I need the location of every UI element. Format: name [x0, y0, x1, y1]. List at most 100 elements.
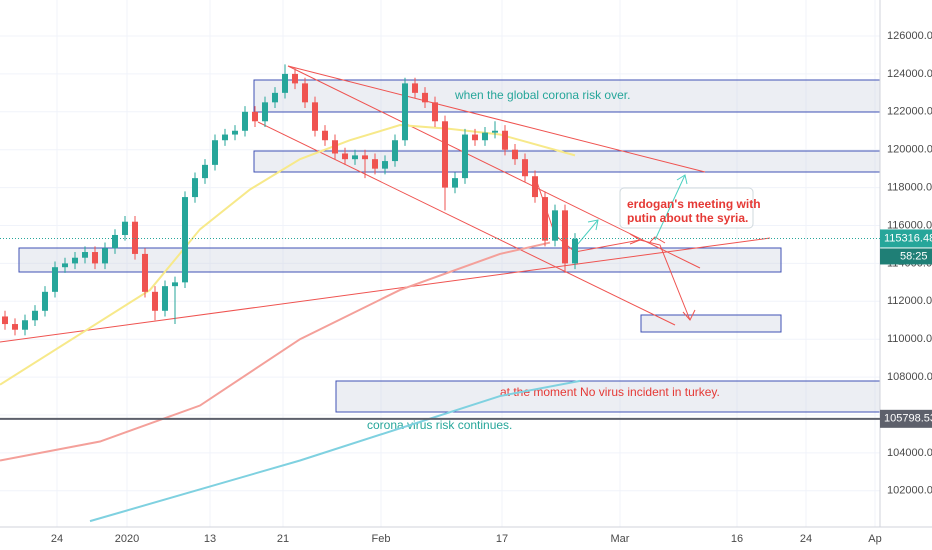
candle-body — [432, 102, 438, 122]
candle-body — [422, 92, 428, 103]
y-tick-label: 116000.00 — [887, 219, 932, 231]
candle-body — [382, 161, 388, 169]
moving-average — [89, 379, 581, 523]
candle-body — [252, 111, 258, 122]
y-tick-label: 104000.00 — [887, 447, 932, 459]
arrow-head — [682, 309, 696, 321]
arrow-head — [649, 236, 666, 244]
level-label: 105798.53 — [884, 413, 932, 425]
x-tick-label: 13 — [204, 533, 216, 545]
candle-body — [402, 83, 408, 141]
candle-body — [352, 155, 358, 160]
arrow-head — [676, 174, 688, 185]
price-label: 115316.48 — [884, 232, 932, 244]
candle-body — [302, 83, 308, 103]
y-tick-label: 110000.00 — [887, 333, 932, 345]
candle-body — [12, 324, 18, 330]
zone-box — [640, 314, 782, 333]
candle-body — [512, 149, 518, 160]
candle-body — [462, 134, 468, 179]
candle-body — [522, 159, 528, 177]
x-tick-label: Ap — [868, 533, 881, 545]
x-tick-label: 16 — [731, 533, 743, 545]
arrow — [654, 174, 686, 241]
candle-body — [482, 132, 488, 141]
y-tick-label: 122000.00 — [887, 106, 932, 118]
arrow-head — [629, 233, 642, 245]
candle-body — [442, 121, 448, 188]
countdown-label: 58:25 — [900, 250, 928, 262]
candle-body — [152, 291, 158, 311]
candle-body — [212, 140, 218, 165]
candle-body — [52, 267, 58, 292]
candle-body — [532, 176, 538, 198]
candle-body — [272, 92, 278, 103]
projection — [576, 174, 688, 246]
candle-body — [2, 316, 8, 325]
x-tick-label: 2020 — [115, 533, 139, 545]
candle-body — [232, 130, 238, 135]
annotation: at the moment No virus incident in turke… — [500, 385, 720, 399]
arrow-head — [587, 219, 599, 231]
drawings — [18, 79, 881, 413]
candle-body — [102, 248, 108, 264]
candle-body — [222, 134, 228, 141]
candle-body — [72, 257, 78, 264]
x-tick-label: 21 — [277, 533, 289, 545]
arrow — [576, 219, 599, 246]
candle-body — [452, 178, 458, 188]
annotation: putin about the syria. — [627, 211, 748, 225]
trendline — [0, 237, 771, 343]
candle-body — [552, 210, 558, 241]
trendline — [257, 121, 676, 326]
candle-body — [312, 102, 318, 131]
y-tick-label: 108000.00 — [887, 371, 932, 383]
annotation: corona virus risk continues. — [367, 418, 512, 432]
candle-body — [142, 253, 148, 292]
countdown-bg — [880, 248, 932, 265]
level-label-bg — [880, 409, 932, 428]
note-box — [619, 187, 754, 229]
candle-body — [202, 164, 208, 179]
candle-body — [332, 140, 338, 154]
y-tick-label: 124000.00 — [887, 68, 932, 80]
candle-body — [242, 111, 248, 131]
candle-body — [562, 210, 568, 264]
candle-body — [172, 282, 178, 287]
x-tick-label: 24 — [51, 533, 63, 545]
candle-body — [82, 252, 88, 258]
candle-body — [572, 238, 578, 264]
candle-body — [22, 320, 28, 330]
candle-body — [412, 83, 418, 93]
annotation: erdogan's meeting with — [627, 197, 761, 211]
candle-body — [182, 197, 188, 283]
zone-box — [335, 380, 881, 413]
candle-body — [342, 153, 348, 160]
price-label-bg — [880, 229, 932, 248]
candle-body — [42, 291, 48, 311]
annotation: when the global corona risk over. — [454, 88, 630, 102]
candle-body — [192, 178, 198, 198]
candle-body — [92, 252, 98, 264]
candle-body — [502, 130, 508, 150]
trendline — [287, 65, 706, 173]
candle-body — [492, 130, 498, 133]
moving-average — [0, 241, 551, 462]
x-tick-label: 17 — [496, 533, 508, 545]
x-tick-label: Feb — [372, 533, 391, 545]
candle-body — [322, 130, 328, 141]
trendlines — [0, 65, 771, 343]
zone-box — [253, 79, 881, 113]
x-tick-label: 24 — [800, 533, 812, 545]
candle-body — [542, 197, 548, 241]
candle-body — [62, 263, 68, 268]
candle-body — [472, 134, 478, 141]
candle-body — [122, 221, 128, 235]
candle-body — [392, 140, 398, 162]
candle-body — [262, 102, 268, 122]
y-tick-label: 112000.00 — [887, 295, 932, 307]
y-tick-label: 120000.00 — [887, 144, 932, 156]
y-tick-label: 102000.00 — [887, 485, 932, 497]
candle-body — [162, 286, 168, 311]
